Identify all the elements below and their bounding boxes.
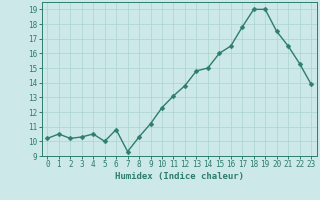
- X-axis label: Humidex (Indice chaleur): Humidex (Indice chaleur): [115, 172, 244, 181]
